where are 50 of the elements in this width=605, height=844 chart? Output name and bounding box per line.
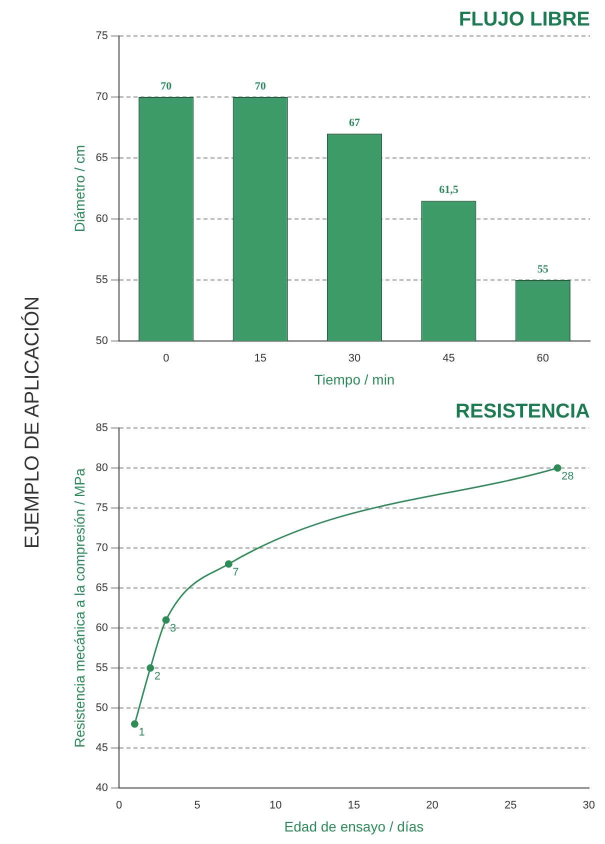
x-tick-label: 45 [442,352,455,365]
x-axis-title: Tiempo / min [314,371,395,388]
y-tick-label: 50 [96,702,108,714]
y-tick-label: 55 [96,662,108,674]
point [554,464,562,472]
chart-title: RESISTENCIA [456,400,590,423]
x-tick-label: 5 [194,800,200,812]
y-tick-label: 75 [96,502,108,514]
annotation: 3 [170,622,176,635]
y-axis-title: Diámetro / cm [71,144,88,232]
y-axis-title: Resistencia mecánica a la compresión / MPa [71,468,88,748]
x-tick-label: 0 [116,800,122,812]
y-tick-label: 60 [96,213,108,226]
chart-title: FLUJO LIBRE [458,8,590,31]
y-tick-label: 50 [96,335,108,348]
y-tick-label: 70 [96,91,108,104]
point [130,720,138,728]
y-tick-label: 60 [96,622,108,634]
point [146,664,154,672]
annotation: 1 [138,726,145,739]
x-tick-label: 60 [536,352,550,365]
data-label: 55 [537,263,549,276]
data-label: 67 [349,116,361,129]
x-tick-label: 0 [163,352,170,365]
text: EJEMPLO DE APLICACIÓN [22,296,44,548]
x-tick-label: 30 [582,800,596,812]
x-axis-title: Edad de ensayo / días [284,818,424,834]
y-tick-label: 55 [96,274,108,286]
point [162,616,170,624]
point [224,560,232,568]
annotation: 2 [154,670,160,683]
y-tick-label: 65 [96,582,108,594]
y-tick-label: 45 [96,742,108,754]
data-label: 61,5 [439,184,459,196]
x-tick-label: 25 [504,800,517,812]
x-tick-label: 10 [270,800,282,812]
y-tick-label: 40 [96,782,108,794]
y-tick-label: 85 [96,422,108,434]
y-tick-label: 75 [96,30,108,42]
y-tick-label: 65 [96,152,108,164]
x-tick-label: 30 [348,352,361,365]
annotation: 7 [232,566,239,579]
data-label: 70 [254,80,266,92]
y-tick-label: 70 [96,542,108,554]
x-tick-label: 15 [348,800,360,812]
x-tick-label: 20 [426,800,438,812]
x-tick-label: 15 [254,352,266,365]
y-tick-label: 80 [96,462,108,474]
data-label: 70 [160,80,172,92]
annotation: 28 [562,470,574,483]
